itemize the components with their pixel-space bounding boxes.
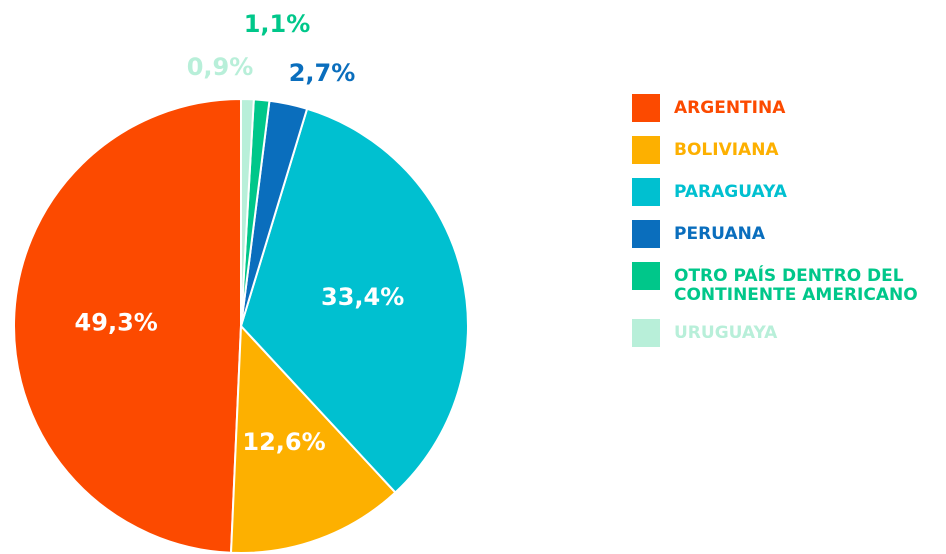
legend-swatch: [632, 262, 660, 290]
data-label: 33,4%: [321, 283, 404, 311]
legend-label: URUGUAYA: [674, 323, 778, 343]
legend-label: BOLIVIANA: [674, 140, 779, 160]
data-label: 49,3%: [75, 308, 158, 336]
pie-slice: [229, 323, 397, 554]
legend-entry: PERUANA: [632, 220, 946, 248]
data-label: 1,1%: [244, 10, 311, 38]
legend-entry: ARGENTINA: [632, 94, 946, 122]
legend-swatch: [632, 94, 660, 122]
data-label: 2,7%: [289, 59, 356, 87]
legend-entry: URUGUAYA: [632, 319, 946, 347]
pie-slice: [240, 97, 255, 327]
legend-label: PERUANA: [674, 224, 765, 244]
legend-entry: BOLIVIANA: [632, 136, 946, 164]
legend-swatch: [632, 220, 660, 248]
legend: ARGENTINA BOLIVIANA PARAGUAYA PERUANA OTRO P…: [632, 94, 946, 361]
legend-entry: OTRO PAÍS DENTRO DEL CONTINENTE AMERICAN…: [632, 262, 946, 305]
legend-swatch: [632, 136, 660, 164]
legend-label: PARAGUAYA: [674, 182, 787, 202]
pie-slice: [13, 97, 242, 554]
pie-slice: [239, 107, 469, 494]
legend-entry: PARAGUAYA: [632, 178, 946, 206]
data-label: 12,6%: [242, 428, 325, 456]
legend-label: OTRO PAÍS DENTRO DEL CONTINENTE AMERICAN…: [674, 266, 918, 305]
legend-swatch: [632, 319, 660, 347]
data-label: 0,9%: [187, 53, 254, 81]
legend-label: ARGENTINA: [674, 98, 786, 118]
legend-swatch: [632, 178, 660, 206]
